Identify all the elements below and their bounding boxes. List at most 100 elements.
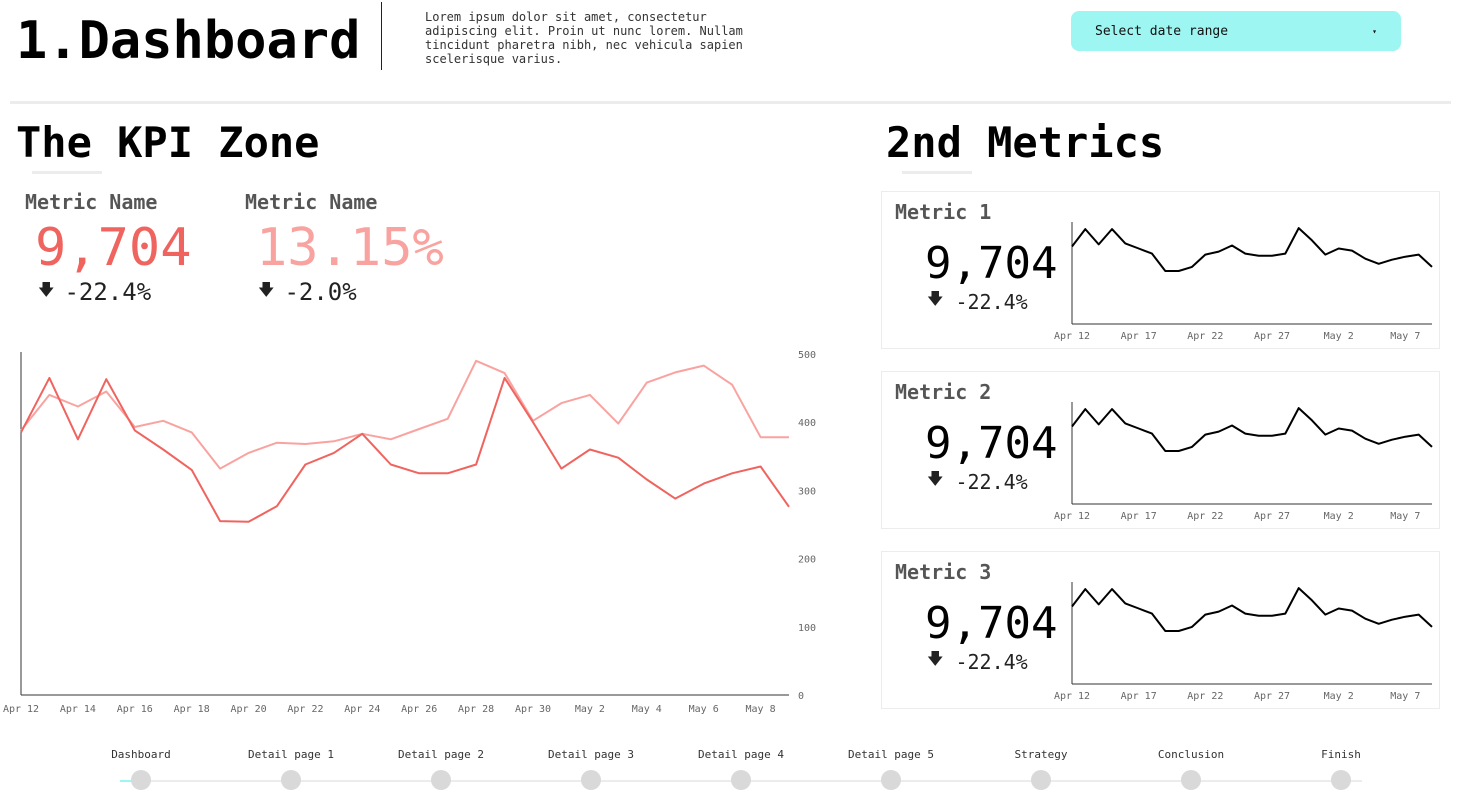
x-tick-label: Apr 22 bbox=[287, 704, 323, 715]
x-tick-label: Apr 27 bbox=[1254, 331, 1290, 342]
secondary-metrics-underline bbox=[902, 171, 972, 174]
kpi-card: Metric Name 9,704 🡇 -22.4% bbox=[25, 190, 192, 306]
nav-step-label: Detail page 3 bbox=[547, 748, 635, 761]
x-tick-label: May 2 bbox=[575, 704, 605, 715]
x-tick-label: May 7 bbox=[1390, 691, 1420, 702]
metric-value: 9,704 bbox=[925, 418, 1058, 469]
x-tick-label: May 2 bbox=[1324, 511, 1354, 522]
kpi-name: Metric Name bbox=[25, 190, 158, 214]
nav-step-dashboard[interactable]: Dashboard bbox=[66, 748, 216, 790]
kpi-delta: 🡇 -22.4% bbox=[38, 278, 192, 306]
x-tick-label: Apr 17 bbox=[1121, 331, 1157, 342]
x-tick-label: May 8 bbox=[746, 704, 776, 715]
x-tick-label: Apr 16 bbox=[117, 704, 153, 715]
nav-step-dot[interactable] bbox=[131, 770, 151, 790]
x-tick-label: May 2 bbox=[1324, 691, 1354, 702]
kpi-delta-value: -22.4% bbox=[64, 278, 152, 306]
arrow-down-icon: 🡇 bbox=[927, 649, 944, 668]
arrow-down-icon: 🡇 bbox=[258, 279, 275, 299]
x-tick-label: Apr 27 bbox=[1254, 511, 1290, 522]
x-tick-label: Apr 27 bbox=[1254, 691, 1290, 702]
kpi-card: Metric Name 13.15% 🡇 -2.0% bbox=[245, 190, 444, 306]
metric-delta: 🡇 -22.4% bbox=[927, 648, 1028, 675]
nav-step-dot[interactable] bbox=[1031, 770, 1051, 790]
nav-step-label: Detail page 4 bbox=[697, 748, 785, 761]
page-stepper: Dashboard Detail page 1 Detail page 2 De… bbox=[0, 740, 1459, 808]
x-tick-label: May 2 bbox=[1324, 331, 1354, 342]
metric-value: 9,704 bbox=[925, 598, 1058, 649]
x-tick-label: May 4 bbox=[632, 704, 662, 715]
nav-step-label: Conclusion bbox=[1157, 748, 1225, 761]
series-line bbox=[20, 376, 790, 523]
nav-step-dot[interactable] bbox=[731, 770, 751, 790]
kpi-delta: 🡇 -2.0% bbox=[258, 278, 444, 306]
y-tick-label: 500 bbox=[798, 350, 816, 361]
nav-step-detail-4[interactable]: Detail page 4 bbox=[666, 748, 816, 790]
x-tick-label: Apr 26 bbox=[401, 704, 437, 715]
y-tick-label: 100 bbox=[798, 623, 816, 634]
nav-step-label: Dashboard bbox=[111, 748, 171, 761]
header-description: Lorem ipsum dolor sit amet, consectetur … bbox=[425, 10, 743, 66]
metric-name: Metric 2 bbox=[895, 380, 992, 404]
nav-step-dot[interactable] bbox=[1181, 770, 1201, 790]
metric-delta-value: -22.4% bbox=[955, 649, 1028, 674]
nav-step-label: Strategy bbox=[1014, 748, 1068, 761]
metric-name: Metric 1 bbox=[895, 200, 992, 224]
nav-step-detail-2[interactable]: Detail page 2 bbox=[366, 748, 516, 790]
nav-step-dot[interactable] bbox=[1331, 770, 1351, 790]
metric-name: Metric 3 bbox=[895, 560, 992, 584]
metric-card: Metric 1 9,704 🡇 -22.4% Apr 12 Apr 17 Apr … bbox=[881, 191, 1440, 349]
nav-step-dot[interactable] bbox=[581, 770, 601, 790]
nav-step-dot[interactable] bbox=[881, 770, 901, 790]
x-tick-label: Apr 22 bbox=[1187, 331, 1223, 342]
x-tick-label: May 7 bbox=[1390, 331, 1420, 342]
nav-step-dot[interactable] bbox=[431, 770, 451, 790]
x-tick-label: Apr 12 bbox=[1054, 331, 1090, 342]
nav-step-finish[interactable]: Finish bbox=[1266, 748, 1416, 790]
x-tick-label: Apr 28 bbox=[458, 704, 494, 715]
metric-sparkline: Apr 12 Apr 17 Apr 22 Apr 27 May 2 May 7 bbox=[1054, 402, 1433, 522]
sparkline bbox=[1071, 227, 1433, 272]
secondary-metrics-title: 2nd Metrics bbox=[886, 118, 1165, 167]
y-tick-label: 0 bbox=[798, 691, 804, 702]
kpi-value: 13.15% bbox=[256, 218, 444, 278]
kpi-zone-title: The KPI Zone bbox=[16, 118, 320, 167]
header-divider bbox=[10, 101, 1451, 104]
page-title: 1.Dashboard bbox=[16, 11, 361, 71]
nav-step-dot[interactable] bbox=[281, 770, 301, 790]
x-tick-label: Apr 18 bbox=[174, 704, 210, 715]
arrow-down-icon: 🡇 bbox=[38, 279, 55, 299]
series-line bbox=[20, 359, 789, 470]
nav-step-strategy[interactable]: Strategy bbox=[966, 748, 1116, 790]
x-tick-label: Apr 17 bbox=[1121, 511, 1157, 522]
x-tick-label: Apr 14 bbox=[60, 704, 96, 715]
y-tick-label: 300 bbox=[798, 486, 816, 497]
x-tick-label: Apr 12 bbox=[1054, 511, 1090, 522]
nav-step-label: Detail page 1 bbox=[247, 748, 335, 761]
kpi-delta-value: -2.0% bbox=[284, 278, 357, 306]
sparkline bbox=[1071, 587, 1433, 632]
metric-sparkline: Apr 12 Apr 17 Apr 22 Apr 27 May 2 May 7 bbox=[1054, 582, 1433, 702]
chevron-down-icon: ▾ bbox=[1372, 26, 1377, 36]
nav-step-detail-3[interactable]: Detail page 3 bbox=[516, 748, 666, 790]
metric-card: Metric 2 9,704 🡇 -22.4% Apr 12 Apr 17 Apr … bbox=[881, 371, 1440, 529]
x-tick-label: Apr 22 bbox=[1187, 511, 1223, 522]
x-tick-label: Apr 17 bbox=[1121, 691, 1157, 702]
date-range-select[interactable]: Select date range ▾ bbox=[1071, 11, 1401, 51]
nav-step-detail-1[interactable]: Detail page 1 bbox=[216, 748, 366, 790]
nav-step-detail-5[interactable]: Detail page 5 bbox=[816, 748, 966, 790]
metric-card: Metric 3 9,704 🡇 -22.4% Apr 12 Apr 17 Apr … bbox=[881, 551, 1440, 709]
kpi-value: 9,704 bbox=[35, 218, 192, 278]
x-tick-label: May 6 bbox=[689, 704, 719, 715]
title-divider bbox=[381, 2, 382, 70]
kpi-name: Metric Name bbox=[245, 190, 378, 214]
y-tick-label: 400 bbox=[798, 418, 816, 429]
date-range-label: Select date range bbox=[1095, 23, 1229, 39]
arrow-down-icon: 🡇 bbox=[927, 469, 944, 488]
nav-step-label: Finish bbox=[1321, 748, 1361, 761]
metric-delta: 🡇 -22.4% bbox=[927, 288, 1028, 315]
nav-step-conclusion[interactable]: Conclusion bbox=[1116, 748, 1266, 790]
kpi-zone-underline bbox=[32, 171, 102, 174]
x-tick-label: Apr 12 bbox=[1054, 691, 1090, 702]
y-tick-label: 200 bbox=[798, 555, 816, 566]
